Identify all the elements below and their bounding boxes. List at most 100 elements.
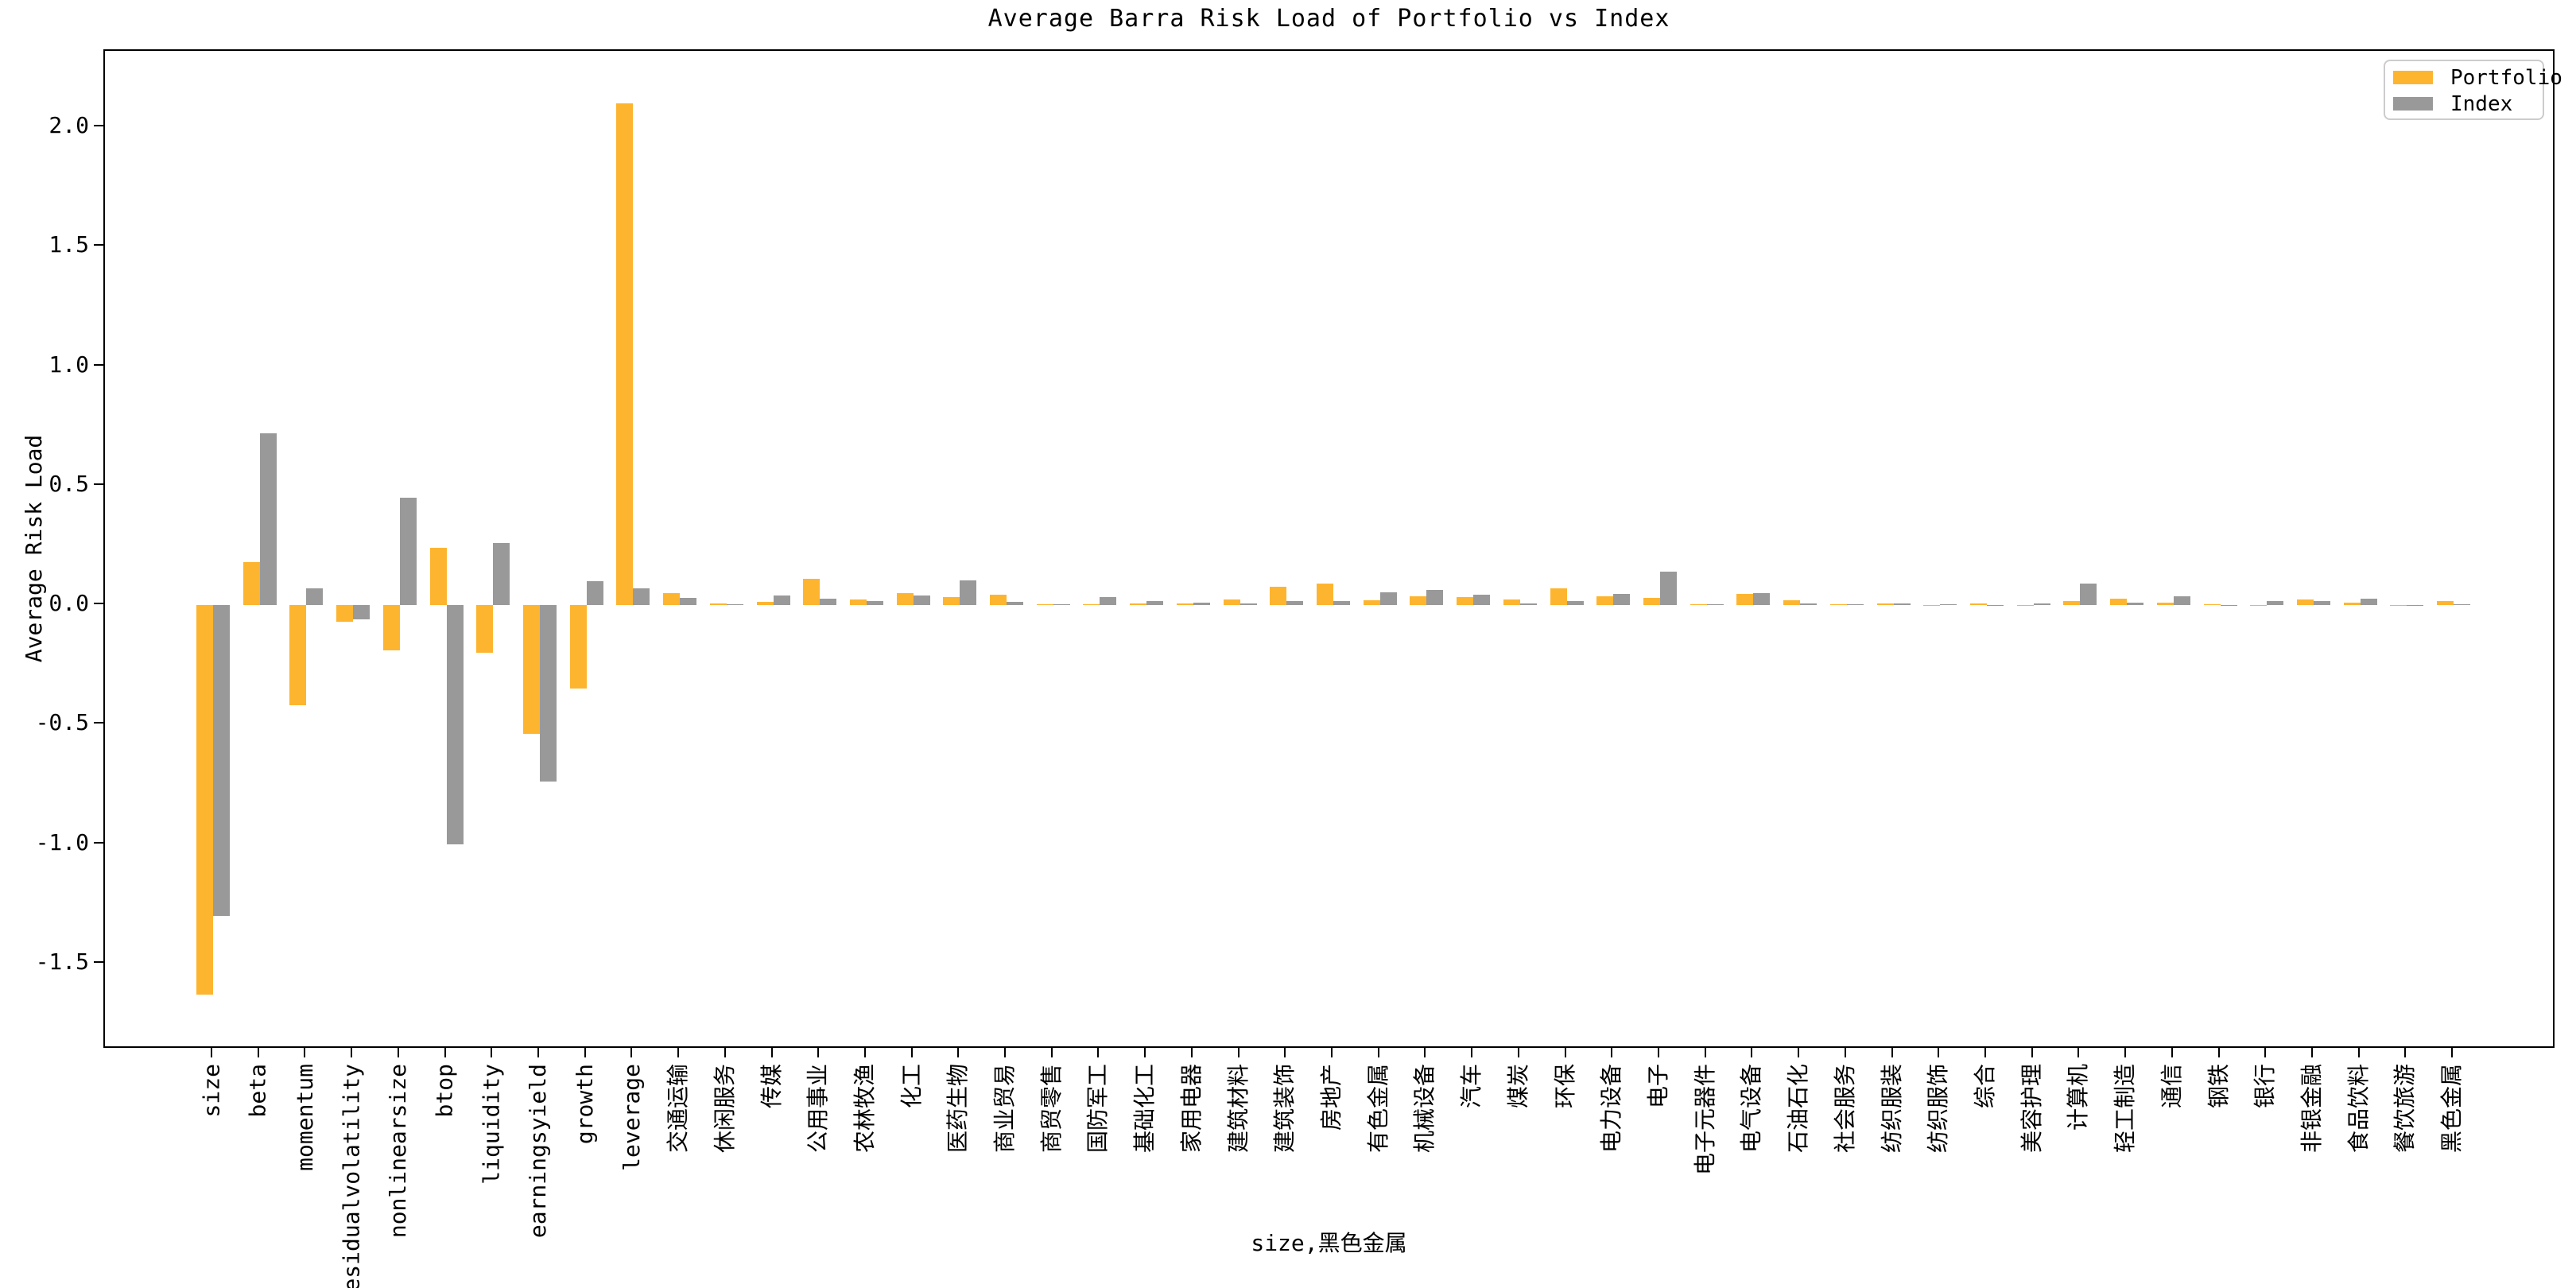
bar-portfolio-43	[2203, 603, 2221, 606]
x-tick-label: earningsyield	[524, 1064, 551, 1239]
x-tick	[491, 1048, 493, 1057]
bar-portfolio-3	[336, 605, 354, 623]
x-tick	[2451, 1048, 2454, 1057]
x-tick-label: 通信	[2158, 1064, 2185, 1109]
x-tick-label: momentum	[291, 1064, 318, 1171]
bar-portfolio-15	[896, 593, 914, 606]
bar-portfolio-24	[1317, 584, 1334, 606]
bar-portfolio-25	[1363, 600, 1380, 606]
bar-portfolio-0	[196, 605, 213, 995]
y-tick-label: 0.5	[48, 470, 89, 497]
x-tick-label: 纺织服装	[1878, 1064, 1905, 1154]
bar-index-19	[1100, 597, 1117, 606]
x-tick-label: 美容护理	[2018, 1064, 2045, 1154]
x-tick	[2310, 1048, 2313, 1057]
legend: Portfolio Index	[2384, 60, 2562, 120]
x-tick-label: growth	[571, 1064, 598, 1145]
bar-portfolio-29	[1550, 588, 1567, 606]
bar-index-15	[913, 596, 930, 606]
bar-portfolio-39	[2016, 604, 2034, 606]
bar-index-2	[306, 588, 324, 606]
x-tick	[1704, 1048, 1706, 1057]
bar-index-4	[399, 497, 417, 606]
x-tick	[1050, 1048, 1053, 1057]
x-tick-label: 钢铁	[2205, 1064, 2232, 1109]
x-tick-label: size	[198, 1064, 224, 1118]
x-tick	[2264, 1048, 2267, 1057]
bar-index-30	[1613, 593, 1631, 606]
x-tick	[537, 1048, 539, 1057]
bar-portfolio-13	[803, 579, 821, 606]
chart-title: Average Barra Risk Load of Portfolio vs …	[987, 5, 1670, 33]
bar-portfolio-17	[990, 594, 1007, 606]
bar-index-8	[586, 581, 603, 606]
x-tick-label: liquidity	[478, 1064, 505, 1185]
x-tick	[1611, 1048, 1613, 1057]
x-tick	[957, 1048, 960, 1057]
bar-portfolio-46	[2343, 602, 2361, 606]
x-tick	[1144, 1048, 1146, 1057]
x-tick	[1004, 1048, 1007, 1057]
bar-portfolio-2	[289, 605, 307, 706]
x-tick-label: 轻工制造	[2112, 1064, 2139, 1154]
x-tick-label: nonlinearsize	[384, 1064, 411, 1239]
bar-portfolio-4	[382, 605, 400, 651]
bar-portfolio-27	[1457, 597, 1474, 606]
bar-portfolio-16	[943, 597, 960, 606]
bar-portfolio-12	[756, 601, 774, 606]
bar-portfolio-41	[2110, 598, 2128, 606]
y-tick	[94, 960, 103, 963]
bar-portfolio-11	[709, 603, 727, 606]
x-tick	[1517, 1048, 1519, 1057]
bar-portfolio-42	[2156, 602, 2174, 606]
x-tick-label: btop	[431, 1064, 458, 1118]
x-tick	[1097, 1048, 1100, 1057]
bar-portfolio-31	[1643, 597, 1660, 606]
x-tick	[1984, 1048, 1986, 1057]
x-tick	[1377, 1048, 1379, 1057]
bar-index-22	[1240, 603, 1257, 606]
x-tick	[2404, 1048, 2407, 1057]
y-tick-label: 2.0	[48, 112, 89, 139]
bar-index-44	[2267, 601, 2284, 606]
x-axis-label: size,黑色金属	[1251, 1230, 1407, 1256]
x-tick	[444, 1048, 446, 1057]
bar-index-0	[213, 605, 230, 916]
bar-index-32	[1706, 603, 1724, 606]
x-tick-label: beta	[244, 1064, 271, 1118]
bar-index-9	[633, 588, 650, 606]
x-tick-label: 纺织服饰	[1925, 1064, 1952, 1154]
x-tick-label: 家用电器	[1177, 1064, 1205, 1154]
x-tick-label: 餐饮旅游	[2392, 1064, 2419, 1154]
x-tick	[1190, 1048, 1193, 1057]
bar-index-5	[446, 605, 464, 844]
x-tick	[817, 1048, 820, 1057]
y-tick-label: -0.5	[35, 709, 89, 736]
x-tick	[770, 1048, 773, 1057]
bar-index-47	[2407, 604, 2424, 606]
x-tick-label: 基础化工	[1131, 1064, 1158, 1154]
x-tick	[304, 1048, 306, 1057]
y-tick	[94, 363, 103, 366]
x-tick	[1798, 1048, 1800, 1057]
bar-index-7	[539, 605, 557, 782]
x-tick-label: 传媒	[758, 1064, 785, 1109]
bar-index-31	[1660, 572, 1677, 606]
bar-portfolio-28	[1503, 599, 1520, 606]
bar-index-41	[2127, 603, 2144, 606]
bar-index-46	[2360, 598, 2377, 606]
bar-portfolio-21	[1176, 603, 1193, 606]
x-tick-label: 公用事业	[805, 1064, 832, 1154]
bar-index-20	[1146, 601, 1164, 606]
x-tick-label: 银行	[2252, 1064, 2279, 1109]
bar-index-28	[1519, 603, 1537, 606]
bar-index-25	[1379, 592, 1397, 606]
bar-portfolio-37	[1923, 604, 1941, 606]
x-tick	[257, 1048, 259, 1057]
bar-index-1	[259, 433, 277, 606]
x-tick	[1471, 1048, 1473, 1057]
bar-portfolio-9	[616, 103, 634, 606]
bar-portfolio-45	[2296, 599, 2314, 606]
bar-index-23	[1286, 601, 1304, 606]
